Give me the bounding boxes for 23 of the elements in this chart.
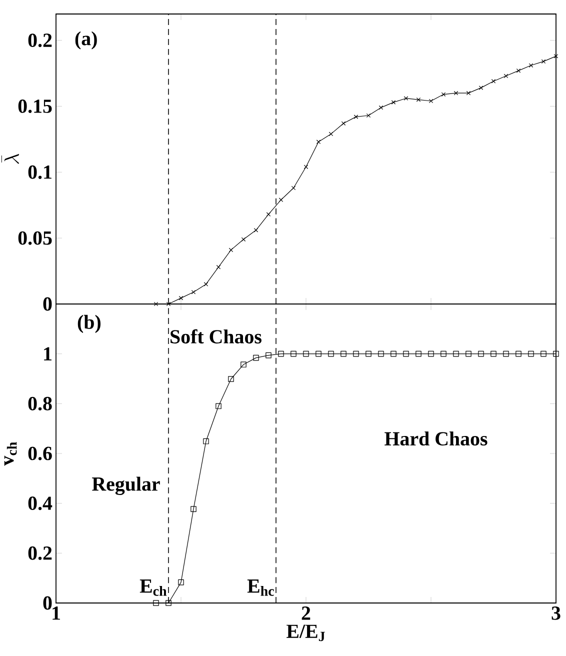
annotation: (a) [75, 31, 97, 50]
y-tick-label: 0.15 [18, 100, 52, 114]
ref-line-label: E$_{ch}$ [140, 580, 167, 596]
y-tick-label: 0.8 [28, 396, 52, 410]
y-axis-title: v$_{ch}$ [4, 442, 17, 466]
y-tick-label: 1 [44, 347, 52, 360]
y-tick-label: 0 [43, 297, 52, 311]
y-tick-label: 0.2 [28, 34, 52, 48]
x-tick-label: 2 [302, 606, 310, 620]
x-tick-label: 3 [552, 606, 560, 620]
y-axis-title: $\bar{\lambda}$ [1, 154, 19, 164]
y-tick-label: 0 [43, 596, 52, 610]
x-axis-title: E/E$_{J}$ [286, 624, 325, 642]
annotation: Hard Chaos [384, 432, 488, 446]
annotation: Regular [92, 476, 160, 495]
y-tick-label: 0.1 [28, 165, 52, 179]
y-tick-label: 0.2 [28, 546, 52, 560]
annotation: Soft Chaos [170, 329, 262, 344]
y-tick-label: 0.05 [18, 231, 52, 245]
y-tick-label: 0.4 [28, 496, 52, 510]
y-tick-label: 0.6 [28, 446, 52, 460]
ref-line-label: E$_{hc}$ [247, 580, 274, 596]
annotation: (b) [78, 314, 100, 333]
